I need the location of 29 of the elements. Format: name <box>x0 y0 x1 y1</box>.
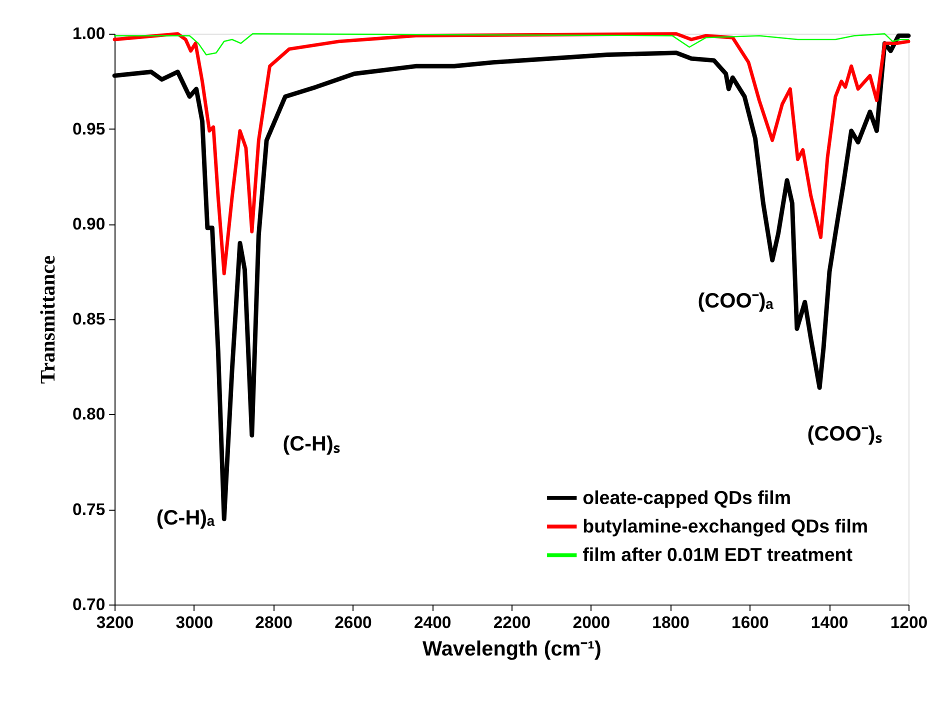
y-tick-label: 0.90 <box>72 214 106 234</box>
annotation: (C-H)ₛ <box>282 432 340 456</box>
y-tick-label: 0.70 <box>72 595 106 614</box>
x-axis-title: Wavelength (cm⁻¹) <box>422 637 602 660</box>
y-tick-label: 1.00 <box>72 24 106 44</box>
annotation: (C-H)ₐ <box>156 506 216 530</box>
x-tick-label: 3200 <box>96 612 134 632</box>
x-tick-label: 1400 <box>810 612 848 632</box>
x-tick-label: 2400 <box>414 612 452 632</box>
y-tick-label: 0.75 <box>72 500 106 519</box>
x-tick-label: 2200 <box>493 612 531 632</box>
legend-label: film after 0.01M EDT treatment <box>582 544 854 566</box>
x-tick-label: 2600 <box>334 612 372 632</box>
legend-label: butylamine-exchanged QDs film <box>582 515 868 536</box>
y-tick-label: 0.80 <box>72 404 106 424</box>
x-tick-label: 2800 <box>255 612 292 632</box>
line-series <box>114 33 910 56</box>
line-series <box>112 32 910 276</box>
x-tick-label: 2000 <box>572 612 610 632</box>
annotation: (COO⁻)ₛ <box>807 422 882 446</box>
y-tick-label: 0.95 <box>72 119 106 138</box>
legend-label: oleate-capped QDs film <box>582 486 792 508</box>
y-axis-title: Transmittance <box>38 255 60 384</box>
y-tick-label: 0.85 <box>72 310 106 329</box>
x-tick-label: 1200 <box>890 612 928 632</box>
x-tick-label: 1600 <box>732 612 769 632</box>
x-tick-label: 3000 <box>176 612 214 632</box>
annotation: (COO⁻)ₐ <box>698 289 774 312</box>
x-tick-label: 1800 <box>652 612 690 632</box>
